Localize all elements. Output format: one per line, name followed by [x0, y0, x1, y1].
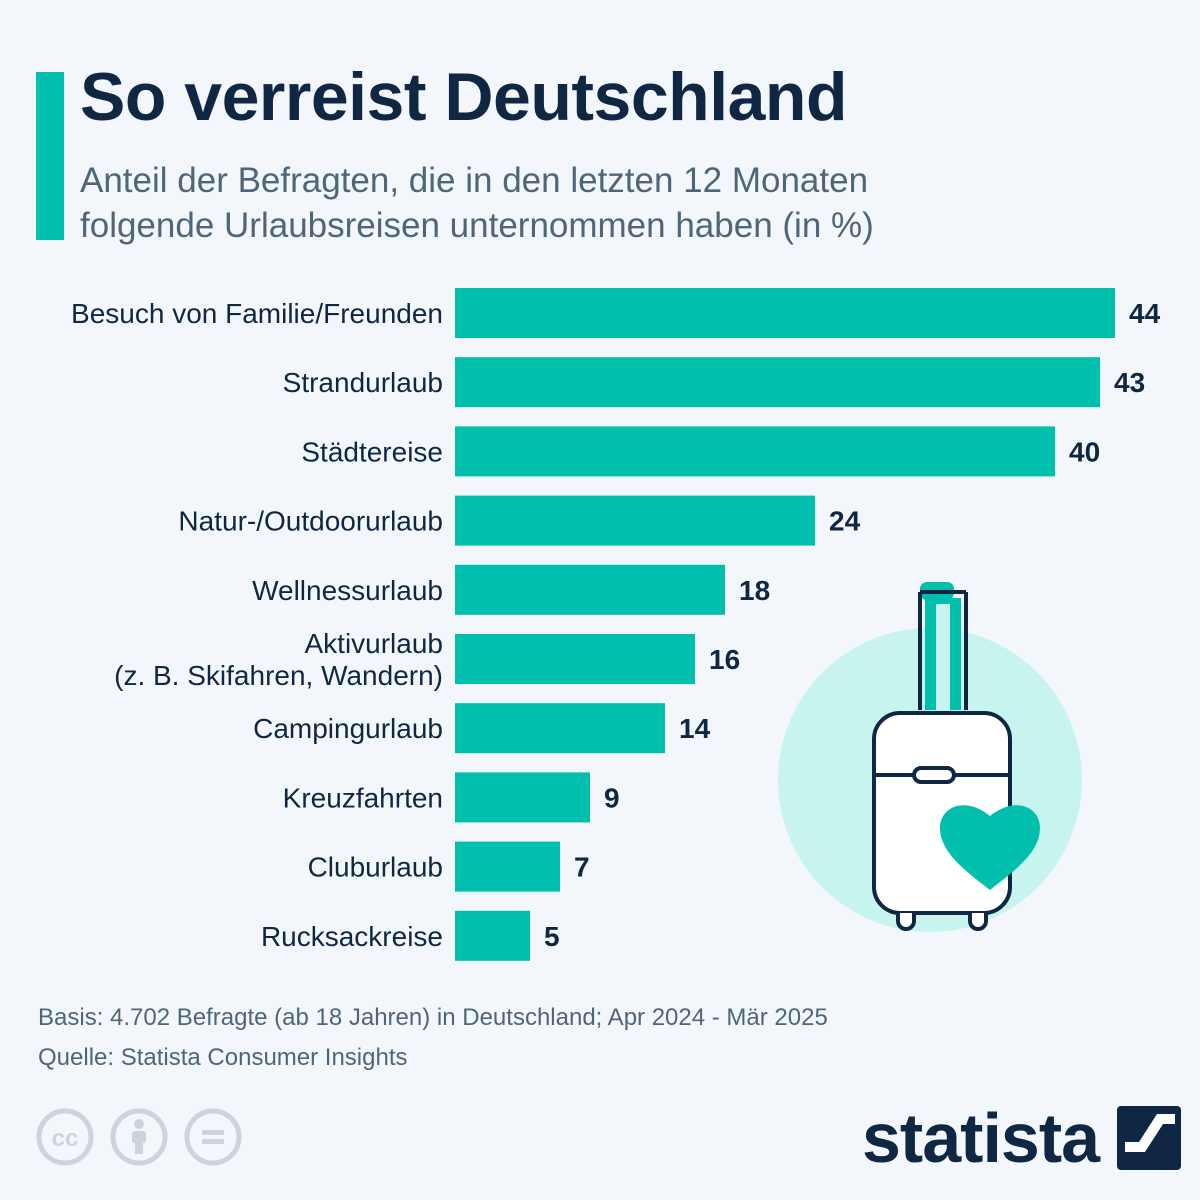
category-label: Natur-/Outdoorurlaub	[178, 506, 443, 537]
source-note: Quelle: Statista Consumer Insights	[38, 1044, 408, 1071]
category-label: Strandurlaub	[283, 367, 443, 398]
category-label: Aktivurlaub	[304, 628, 443, 659]
bar-row: Natur-/Outdoorurlaub 24	[178, 495, 861, 546]
bar	[455, 564, 725, 615]
value-label: 16	[709, 644, 740, 675]
bar	[455, 495, 815, 546]
category-label: Cluburlaub	[308, 852, 443, 883]
value-label: 24	[829, 506, 861, 537]
chart-footer: Basis: 4.702 Befragte (ab 18 Jahren) in …	[38, 998, 828, 1078]
category-label: Kreuzfahrten	[283, 782, 443, 813]
bar-row: Aktivurlaub(z. B. Skifahren, Wandern) 16	[114, 628, 740, 691]
bar	[455, 703, 665, 754]
bar-row: Wellnessurlaub 18	[252, 564, 770, 615]
bar-row: Rucksackreise 5	[261, 910, 560, 961]
value-label: 7	[574, 852, 590, 883]
category-label: (z. B. Skifahren, Wandern)	[114, 660, 443, 691]
category-label: Städtereise	[301, 436, 443, 467]
bar	[455, 288, 1115, 338]
basis-note: Basis: 4.702 Befragte (ab 18 Jahren) in …	[38, 1004, 828, 1031]
bar-row: Kreuzfahrten 9	[283, 772, 620, 823]
bar	[455, 357, 1100, 408]
statista-logo-icon	[1117, 1106, 1182, 1170]
bar	[455, 772, 590, 823]
page-title: So verreist Deutschland	[80, 59, 847, 135]
bar-row: Besuch von Familie/Freunden 44	[71, 288, 1161, 338]
creative-commons-icon[interactable]: cc	[36, 1108, 94, 1166]
category-label: Rucksackreise	[261, 921, 443, 952]
bar-row: Städtereise 40	[301, 426, 1100, 477]
value-label: 18	[739, 575, 770, 606]
bar-row: Cluburlaub 7	[308, 841, 590, 892]
statista-brand: statista	[862, 1098, 1182, 1178]
bar	[455, 426, 1055, 477]
brand-name: statista	[862, 1099, 1100, 1177]
value-label: 9	[604, 782, 620, 813]
bar	[455, 841, 560, 892]
license-icons: cc	[36, 1108, 242, 1166]
value-label: 14	[679, 713, 711, 744]
title-accent-bar	[36, 72, 64, 240]
attribution-icon[interactable]	[110, 1108, 168, 1166]
subtitle-line: Anteil der Befragten, die in den letzten…	[80, 161, 869, 200]
bar-row: Campingurlaub 14	[253, 703, 711, 754]
category-label: Besuch von Familie/Freunden	[71, 298, 443, 329]
subtitle-line: folgende Urlaubsreisen unternommen haben…	[80, 206, 874, 245]
bar-chart: Besuch von Familie/Freunden 44 Strandurlau…	[71, 288, 1161, 961]
no-derivatives-icon[interactable]	[184, 1108, 242, 1166]
category-label: Wellnessurlaub	[252, 575, 443, 606]
category-label: Campingurlaub	[253, 713, 443, 744]
bar	[455, 634, 695, 684]
svg-text:cc: cc	[52, 1125, 79, 1152]
bar-row: Strandurlaub 43	[283, 357, 1145, 408]
suitcase-heart-icon	[778, 582, 1082, 932]
value-label: 40	[1069, 436, 1100, 467]
page-subtitle: Anteil der Befragten, die in den letzten…	[80, 158, 1080, 248]
value-label: 5	[544, 921, 560, 952]
value-label: 44	[1129, 298, 1161, 329]
bar	[455, 910, 530, 961]
value-label: 43	[1114, 367, 1145, 398]
